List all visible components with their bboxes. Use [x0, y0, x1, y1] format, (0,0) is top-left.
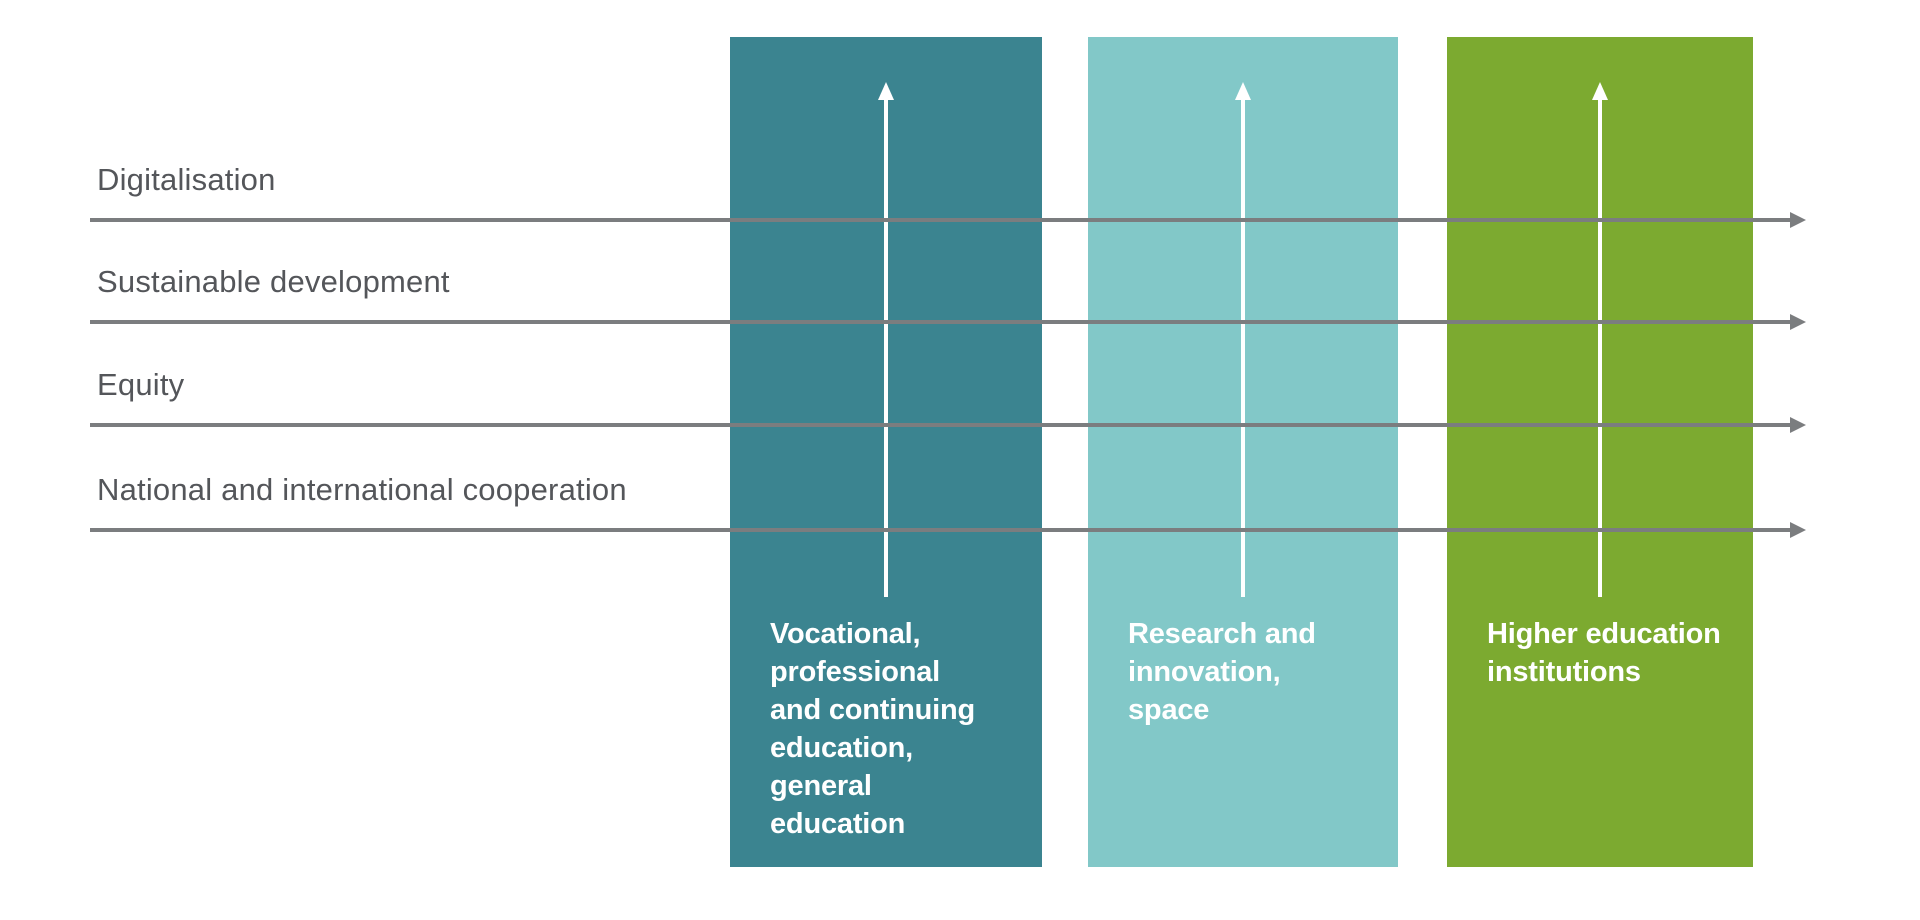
pillar-research-innovation-space-label: Research and innovation, space [1128, 618, 1316, 726]
up-arrow-icon [884, 99, 888, 597]
pillar-higher-education-institutions-label: Higher education institutions [1487, 618, 1721, 688]
theme-arrow-digitalisation [90, 218, 1790, 222]
theme-arrow-equity [90, 423, 1790, 427]
up-arrow-icon [1241, 99, 1245, 597]
pillar-higher-education-institutions: Higher education institutions [1447, 37, 1753, 867]
pillar-research-innovation-space: Research and innovation, space [1088, 37, 1398, 867]
up-arrow-icon [1598, 99, 1602, 597]
theme-arrow-sustainable-development [90, 320, 1790, 324]
theme-label-national-international-cooperation: National and international cooperation [97, 472, 627, 507]
theme-label-equity: Equity [97, 367, 185, 402]
theme-label-digitalisation: Digitalisation [97, 162, 276, 197]
theme-arrow-national-international-cooperation [90, 528, 1790, 532]
pillar-vocational-education: Vocational, professional and continuing … [730, 37, 1042, 867]
pillar-vocational-education-label: Vocational, professional and continuing … [770, 618, 976, 840]
theme-label-sustainable-development: Sustainable development [97, 264, 450, 299]
